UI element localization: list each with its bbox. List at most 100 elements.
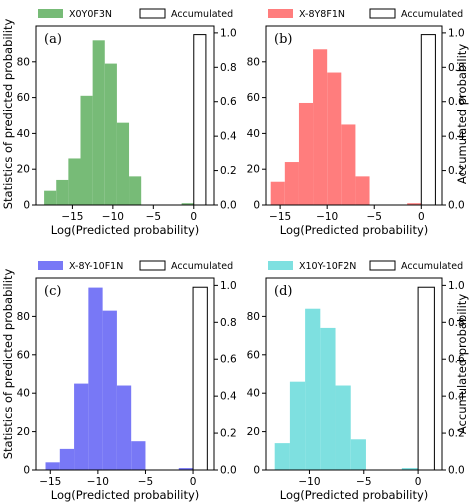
x-tick-label: 0 xyxy=(415,476,422,488)
y-tick-label: 60 xyxy=(247,349,260,361)
histogram-bar xyxy=(59,448,75,470)
histogram-bar xyxy=(313,49,328,205)
histogram-bar xyxy=(74,383,89,470)
histogram-bar xyxy=(44,190,57,205)
accumulated-bar xyxy=(417,286,435,471)
x-axis-label: Log(Predicted probability) xyxy=(51,488,200,502)
accumulated-bar xyxy=(193,34,207,206)
y-tick-label: 80 xyxy=(17,56,30,68)
legend-swatch xyxy=(38,261,63,270)
accumulated-bar xyxy=(420,34,436,206)
x-tick-label: −15 xyxy=(61,211,83,223)
legend-accumulated-swatch xyxy=(369,8,396,19)
y2-tick-label: 0.8 xyxy=(448,62,465,74)
y-tick-label: 20 xyxy=(247,426,260,438)
y2-tick-label: 0.8 xyxy=(220,317,237,329)
legend-accumulated-label: Accumulated xyxy=(401,261,463,272)
x-tick-label: −10 xyxy=(102,211,124,223)
histogram-bar xyxy=(129,176,142,205)
y2-tick-label: 0.2 xyxy=(220,165,237,177)
y-tick-label: 40 xyxy=(17,388,30,400)
legend-series-label: X-8Y-10F1N xyxy=(69,261,123,272)
legend-swatch xyxy=(268,9,293,18)
histogram-bar xyxy=(350,439,366,470)
y2-tick-label: 0.4 xyxy=(448,391,465,403)
histogram-bar xyxy=(104,63,117,206)
y2-tick-label: 0.0 xyxy=(448,200,465,212)
x-tick-label: 0 xyxy=(190,211,197,223)
x-tick-label: −15 xyxy=(269,211,291,223)
legend-swatch xyxy=(38,9,63,18)
y-tick-label: 60 xyxy=(17,92,30,104)
plot-frame xyxy=(35,25,215,206)
panel-label: (b) xyxy=(274,32,292,47)
left-ylabel-bottom: Statistics of predicted probability xyxy=(1,269,15,460)
histogram-bar xyxy=(131,441,146,470)
right-ylabel-top: Accumulated probability xyxy=(455,44,469,184)
tail-bar xyxy=(178,468,194,470)
y2-tick-label: 0.4 xyxy=(220,131,237,143)
y2-tick-label: 0.6 xyxy=(448,96,465,108)
x-tick-label: −15 xyxy=(39,476,61,488)
histogram-bar xyxy=(355,176,370,205)
x-axis-label: Log(Predicted probability) xyxy=(280,488,429,502)
legend-accumulated-swatch xyxy=(139,260,166,271)
accumulated-bar xyxy=(192,286,208,471)
y-tick-label: 60 xyxy=(17,349,30,361)
plot-frame xyxy=(265,277,443,471)
y-tick-label: 60 xyxy=(247,92,260,104)
y-tick-label: 0 xyxy=(23,465,30,477)
panel-label: (d) xyxy=(274,284,292,299)
histogram-bar xyxy=(116,122,130,205)
histogram-bar xyxy=(80,95,93,205)
y2-tick-label: 0.6 xyxy=(220,96,237,108)
x-tick-label: −10 xyxy=(298,476,320,488)
legend-series-label: X-8Y8F1N xyxy=(299,9,345,20)
legend-accumulated-label: Accumulated xyxy=(171,261,233,272)
histogram-bar xyxy=(320,327,336,470)
legend-accumulated-swatch xyxy=(369,260,396,271)
y2-tick-label: 1.0 xyxy=(448,27,465,39)
x-tick-label: −10 xyxy=(87,476,109,488)
x-tick-label: −5 xyxy=(146,211,161,223)
y2-tick-label: 0.4 xyxy=(448,131,465,143)
plot-frame xyxy=(35,277,215,471)
histogram-bar xyxy=(56,179,69,205)
histogram-bar xyxy=(116,385,132,470)
y2-tick-label: 0.8 xyxy=(448,317,465,329)
x-tick-label: −5 xyxy=(138,476,153,488)
histogram-bar xyxy=(68,158,81,205)
x-tick-label: 0 xyxy=(190,476,197,488)
x-axis-label: Log(Predicted probability) xyxy=(51,223,200,237)
y2-tick-label: 0.6 xyxy=(448,354,465,366)
histogram-bar xyxy=(305,308,321,470)
y2-tick-label: 0.8 xyxy=(220,62,237,74)
y-tick-label: 0 xyxy=(23,200,30,212)
y2-tick-label: 0.2 xyxy=(448,428,465,440)
histogram-bar xyxy=(92,40,105,205)
y-tick-label: 0 xyxy=(253,200,260,212)
y-tick-label: 0 xyxy=(253,465,260,477)
right-ylabel-bottom: Accumulated probability xyxy=(455,294,469,434)
tail-bar xyxy=(407,203,422,205)
legend-series-label: X10Y-10F2N xyxy=(299,261,356,272)
legend-series-label: X0Y0F3N xyxy=(69,9,112,20)
y2-tick-label: 1.0 xyxy=(448,280,465,292)
histogram-bar xyxy=(88,287,103,470)
plot-frame xyxy=(265,25,443,206)
histogram-bar xyxy=(45,462,60,470)
histogram-bar xyxy=(274,443,290,470)
x-tick-label: −10 xyxy=(316,211,338,223)
x-tick-label: −5 xyxy=(366,211,381,223)
legend-accumulated-label: Accumulated xyxy=(401,9,463,20)
x-tick-label: −5 xyxy=(356,476,371,488)
y2-tick-label: 0.0 xyxy=(220,465,237,477)
y2-tick-label: 0.2 xyxy=(220,428,237,440)
x-tick-label: 0 xyxy=(418,211,425,223)
legend-accumulated-swatch xyxy=(139,8,166,19)
tail-bar xyxy=(181,203,194,205)
y2-tick-label: 1.0 xyxy=(220,280,237,292)
